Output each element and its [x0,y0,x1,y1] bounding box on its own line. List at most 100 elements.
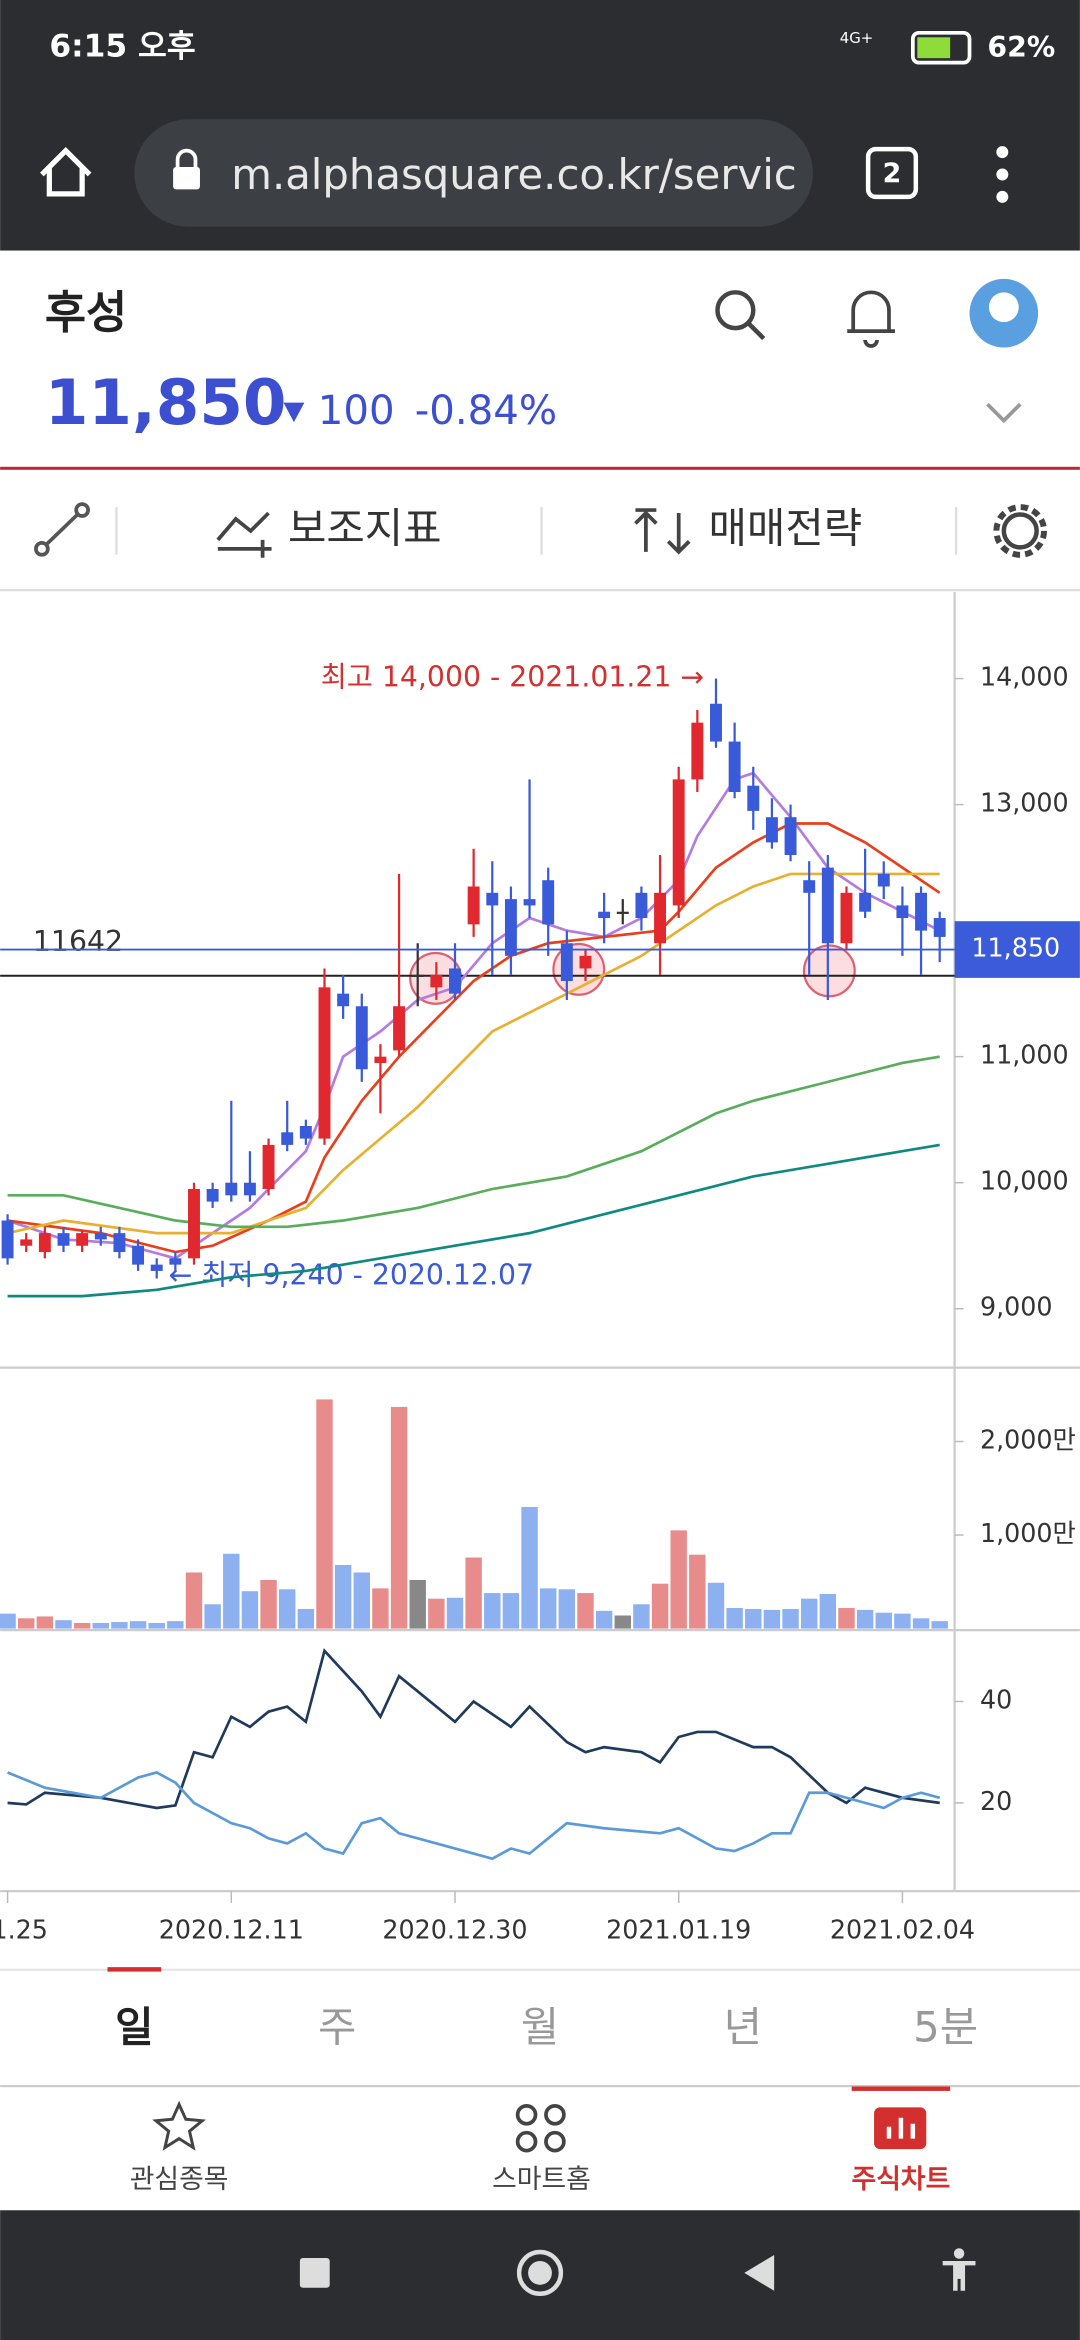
line-series [7,1771,941,1861]
candle-body [933,918,946,937]
tab-switcher[interactable] [865,146,919,200]
url-bar[interactable] [134,119,813,227]
period-tab[interactable]: 년 [724,2002,762,2051]
volume-bar [241,1591,259,1629]
volume-bar [558,1589,576,1629]
volume-bar [428,1598,445,1629]
volume-bar [92,1622,109,1629]
network: 4G+ [840,29,874,47]
candle-body [542,880,555,925]
nav-item[interactable]: 스마트홈 [492,2164,591,2195]
period-tabs: 일 주 월 년 5분 [115,2002,978,2051]
indicator-icon [216,511,272,558]
current-price-label: 11,850 [971,933,1060,963]
accessibility-button[interactable] [942,2248,976,2291]
nav-item[interactable]: 주식차트 [852,2164,951,2195]
volume-bar [185,1572,203,1629]
alert-button[interactable] [847,290,895,348]
volume-bar [614,1615,631,1629]
tab-indicator [107,1967,162,1972]
y-tick-label: 9,000 [980,1292,1053,1322]
home-button[interactable] [40,146,92,197]
period-tab[interactable]: 5분 [913,2002,978,2051]
nav-indicator [851,2086,951,2091]
volume-bar [931,1621,948,1629]
period-tab[interactable]: 주 [318,2002,356,2051]
bottom-nav: 관심종목 스마트홈 주식차트 [130,2164,951,2195]
current-price-box [954,921,1080,978]
candle-body [859,892,872,912]
settings-button[interactable] [1001,512,1039,550]
period-tab[interactable]: 월 [521,2002,559,2051]
candle-body [728,741,741,792]
battery-level [917,37,951,59]
candle-body [579,955,592,969]
volume-bar [502,1593,520,1629]
menu-button[interactable] [996,146,1009,203]
x-tick-label: 2021.01.19 [606,1914,751,1944]
volume-bar [353,1572,370,1629]
volume-bar [633,1604,650,1629]
divider [0,589,1080,592]
candle-body [262,1144,275,1190]
divider [0,1968,1080,1971]
strategy-button[interactable]: 매매전략 [709,503,863,552]
settings-gear [993,504,1048,558]
candle-body [747,785,760,811]
draw-tool[interactable] [40,508,84,551]
candle-body [821,867,834,944]
volume-bar [409,1579,426,1629]
candle-body [318,987,331,1139]
back-button[interactable] [744,2254,775,2291]
volume-bar [856,1609,874,1629]
volume-bar [390,1406,408,1629]
tab-count: 2 [883,158,902,189]
x-tick-label: .11.25 [0,1914,48,1944]
nav-item[interactable]: 관심종목 [130,2164,229,2195]
change: 100 [318,388,395,434]
volume-bar [894,1613,911,1629]
battery: 62% [987,31,1055,64]
volume-bar [521,1506,538,1629]
line-series [7,1648,940,1810]
plot: 9,000 10,000 11,000 13,000 14,000 .11.25 2020.… [0,662,1080,1944]
y-tick-label: 11,000 [980,1040,1069,1070]
volume-bar [0,1613,16,1629]
divider [0,466,1080,470]
expand-button[interactable] [986,402,1022,424]
level-label: 11642 [33,925,123,958]
candle-body [150,1264,163,1271]
volume-bar [204,1604,221,1629]
candle-body [840,892,853,944]
candle-body [132,1245,145,1265]
candle-body [710,703,722,742]
candle-body [765,817,778,843]
candle-body [38,1233,51,1253]
candle-body [57,1233,70,1246]
candle-body [467,886,480,925]
volume-bar [260,1579,277,1629]
strategy-icon [634,508,691,555]
candle-body [504,899,517,956]
period-tab[interactable]: 일 [115,2002,153,2051]
y-tick-label: 10,000 [980,1166,1069,1196]
candle-body [691,722,704,780]
volume-bar [651,1583,669,1629]
volume-bar [782,1608,799,1629]
chart-icon-bars [886,2117,916,2139]
recents-button[interactable] [299,2257,330,2288]
line-series [7,1055,940,1229]
url: m.alphasquare.co.kr/servic [231,150,796,199]
lock-icon [173,167,200,190]
volume-bar [763,1609,781,1629]
search-button[interactable] [715,290,766,341]
candle-body [337,993,350,1007]
candle-body [635,892,648,919]
candle-body [281,1132,294,1145]
x-tick-label: 2020.12.30 [382,1914,527,1944]
home-system-button[interactable] [516,2249,564,2297]
indicators-button[interactable]: 보조지표 [288,503,442,552]
battery-icon [910,30,972,65]
stock-name: 후성 [45,286,127,339]
